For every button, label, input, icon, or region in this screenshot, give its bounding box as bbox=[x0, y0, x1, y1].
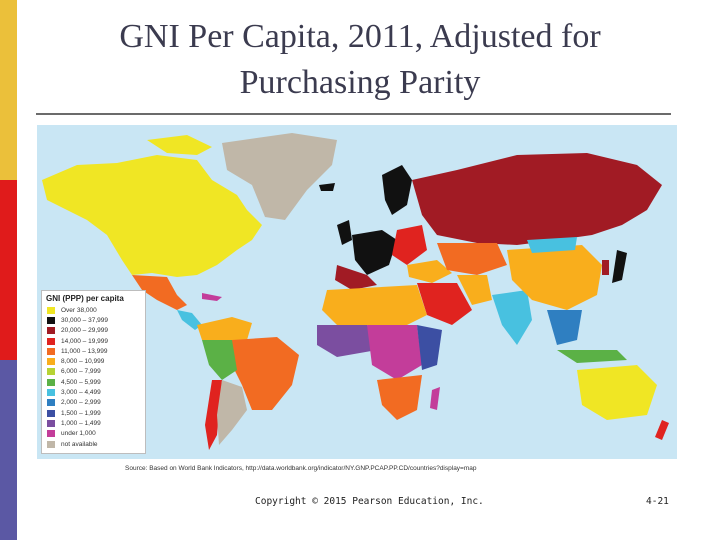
legend-swatch bbox=[47, 419, 55, 427]
legend-swatch bbox=[47, 368, 55, 376]
turkey-caucasus bbox=[407, 260, 452, 283]
title-line-2: Purchasing Parity bbox=[239, 64, 481, 101]
legend-label: 3,000 – 4,499 bbox=[61, 389, 101, 397]
legend-label: Over 38,000 bbox=[61, 306, 97, 314]
source-note: Source: Based on World Bank Indicators, … bbox=[125, 465, 477, 472]
legend-item: 3,000 – 4,499 bbox=[42, 387, 145, 397]
legend-item: Over 38,000 bbox=[42, 305, 145, 315]
colombia-venezuela bbox=[197, 317, 252, 347]
iceland bbox=[319, 183, 335, 191]
legend-label: 4,500 – 5,999 bbox=[61, 378, 101, 386]
argentina bbox=[217, 380, 247, 445]
west-africa bbox=[317, 325, 377, 357]
legend-swatch bbox=[47, 337, 55, 345]
legend-label: 8,000 – 10,999 bbox=[61, 358, 105, 366]
southeast-asia bbox=[547, 310, 582, 345]
legend-swatch bbox=[47, 306, 55, 314]
accent-bar-gold bbox=[0, 0, 17, 180]
legend-item: 20,000 – 29,999 bbox=[42, 326, 145, 336]
legend-swatch bbox=[47, 430, 55, 438]
legend-item: 2,000 – 2,999 bbox=[42, 398, 145, 408]
southern-africa bbox=[377, 375, 422, 420]
legend-swatch bbox=[47, 358, 55, 366]
southern-europe bbox=[335, 265, 377, 290]
title-divider bbox=[36, 113, 671, 115]
legend-item: 1,000 – 1,499 bbox=[42, 418, 145, 428]
legend-swatch bbox=[47, 347, 55, 355]
legend-swatch bbox=[47, 399, 55, 407]
legend-swatch bbox=[47, 409, 55, 417]
middle-east bbox=[417, 283, 472, 325]
world-map-svg bbox=[42, 133, 669, 450]
mongolia bbox=[527, 237, 577, 253]
indonesia bbox=[557, 350, 627, 363]
legend-label: not available bbox=[61, 440, 98, 448]
madagascar bbox=[430, 387, 440, 410]
accent-bar-purple bbox=[0, 360, 17, 540]
caribbean bbox=[202, 293, 222, 301]
legend-label: 6,000 – 7,999 bbox=[61, 368, 101, 376]
japan bbox=[612, 250, 627, 283]
legend-item: 4,500 – 5,999 bbox=[42, 377, 145, 387]
central-america bbox=[177, 310, 202, 330]
legend-swatch bbox=[47, 389, 55, 397]
east-africa bbox=[417, 325, 442, 370]
legend-label: 30,000 – 37,999 bbox=[61, 316, 108, 324]
copyright-notice: Copyright © 2015 Pearson Education, Inc. bbox=[255, 496, 484, 507]
mexico bbox=[132, 275, 187, 310]
australia bbox=[577, 365, 657, 420]
legend-label: 1,500 – 1,999 bbox=[61, 409, 101, 417]
peru-bolivia bbox=[202, 340, 237, 380]
brazil bbox=[232, 337, 299, 410]
uk-ireland bbox=[337, 220, 352, 245]
central-africa bbox=[367, 325, 422, 380]
arctic-islands bbox=[147, 135, 212, 155]
india bbox=[492, 290, 532, 345]
legend-item: 30,000 – 37,999 bbox=[42, 315, 145, 325]
legend-item: 8,000 – 10,999 bbox=[42, 356, 145, 366]
legend-item: 11,000 – 13,999 bbox=[42, 346, 145, 356]
legend-label: 1,000 – 1,499 bbox=[61, 419, 101, 427]
western-europe bbox=[352, 230, 397, 275]
accent-bar-red bbox=[0, 180, 17, 360]
legend-label: under 1,000 bbox=[61, 430, 96, 438]
title-line-1: GNI Per Capita, 2011, Adjusted for bbox=[119, 18, 601, 55]
legend-item: under 1,000 bbox=[42, 429, 145, 439]
legend-item: not available bbox=[42, 439, 145, 449]
north-africa bbox=[322, 285, 427, 325]
central-asia bbox=[437, 243, 507, 275]
legend-label: 2,000 – 2,999 bbox=[61, 399, 101, 407]
legend-label: 14,000 – 19,999 bbox=[61, 337, 108, 345]
chile bbox=[205, 380, 222, 450]
iran bbox=[457, 275, 492, 305]
slide-title: GNI Per Capita, 2011, Adjusted for Purch… bbox=[40, 14, 680, 106]
russia bbox=[412, 153, 662, 245]
eastern-europe bbox=[392, 225, 427, 265]
legend-swatch bbox=[47, 378, 55, 386]
legend-title: GNI (PPP) per capita bbox=[46, 294, 124, 303]
korea bbox=[602, 260, 609, 275]
page-number: 4-21 bbox=[646, 496, 669, 507]
china bbox=[507, 245, 602, 310]
legend-label: 20,000 – 29,999 bbox=[61, 327, 108, 335]
legend-item: 14,000 – 19,999 bbox=[42, 336, 145, 346]
legend-label: 11,000 – 13,999 bbox=[61, 347, 108, 355]
scandinavia bbox=[382, 165, 412, 215]
new-zealand bbox=[655, 420, 669, 440]
legend-swatch bbox=[47, 327, 55, 335]
legend-swatch bbox=[47, 316, 55, 324]
legend-item: 1,500 – 1,999 bbox=[42, 408, 145, 418]
map-legend: GNI (PPP) per capita Over 38,000 30,000 –… bbox=[41, 290, 146, 454]
north-america-high-income bbox=[42, 155, 262, 277]
legend-item: 6,000 – 7,999 bbox=[42, 367, 145, 377]
greenland bbox=[222, 133, 337, 220]
legend-rows: Over 38,000 30,000 – 37,999 20,000 – 29,99… bbox=[42, 305, 145, 449]
legend-swatch bbox=[47, 440, 55, 448]
